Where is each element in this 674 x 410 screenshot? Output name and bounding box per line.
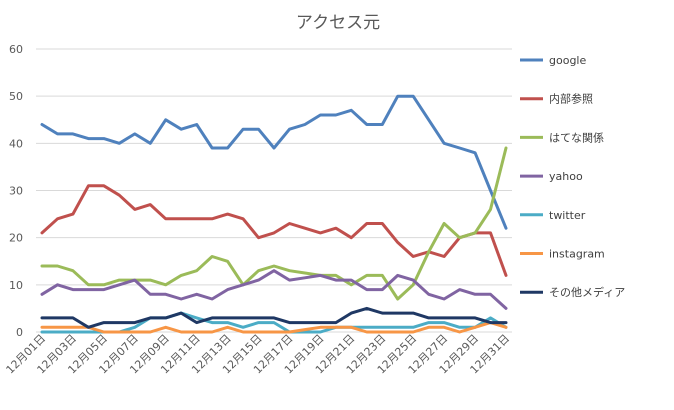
legend-label: その他メディア — [549, 285, 625, 299]
legend-label: twitter — [549, 209, 586, 222]
series-line — [40, 146, 508, 301]
legend-label: 内部参照 — [549, 92, 593, 106]
y-tick-label: 50 — [9, 90, 23, 103]
y-tick-label: 30 — [9, 185, 23, 198]
legend-label: yahoo — [549, 170, 583, 183]
legend-label: はてな関係 — [549, 131, 604, 144]
y-axis: 0 10 20 30 40 50 60 — [9, 43, 23, 339]
series-line — [40, 94, 508, 230]
chart-title: アクセス元 — [296, 13, 380, 33]
y-tick-label: 40 — [9, 137, 23, 150]
y-tick-label: 20 — [9, 232, 23, 245]
series-lines — [40, 94, 508, 334]
series-line — [40, 306, 508, 329]
y-tick-label: 60 — [9, 43, 23, 56]
series-line — [40, 269, 508, 310]
series-line — [40, 321, 508, 334]
x-axis: 12月01日12月03日12月05日12月07日12月09日12月11日12月1… — [4, 332, 513, 377]
y-tick-label: 0 — [16, 326, 23, 339]
legend-label: instagram — [549, 248, 605, 261]
legend-label: google — [549, 54, 586, 67]
y-tick-label: 10 — [9, 279, 23, 292]
series-line — [40, 184, 508, 277]
